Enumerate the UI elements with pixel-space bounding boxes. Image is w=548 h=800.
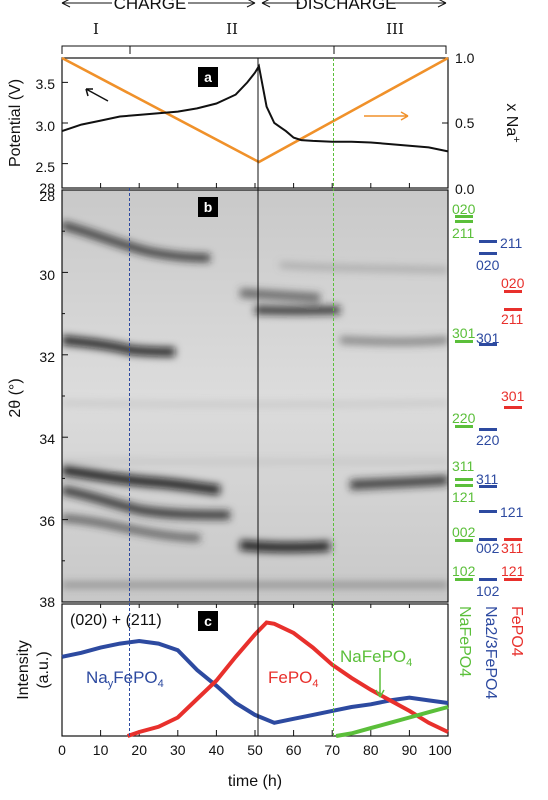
panel-c-xtick-90: 90 (402, 742, 418, 758)
panel-c-ylabel-unit: (a.u.) (35, 651, 52, 688)
panel-b: 28 30 32 34 36 38 2θ (°) b 020 211 301 2… (7, 188, 525, 610)
hkl-green-311: 311 (452, 458, 475, 474)
heatmap (62, 221, 448, 589)
panel-a-ytick-3-0: 3.0 (36, 118, 56, 134)
panel-a-ytick-2-5: 2.5 (36, 159, 56, 175)
hkl-blue-301: 301 (476, 330, 500, 346)
legend-nafepo4: NaFePO4 (456, 606, 473, 677)
hkl-green-102: 102 (452, 563, 476, 579)
panel-a-y2tick-0-0: 0.0 (455, 181, 475, 197)
label-fepo4: FePO4 (268, 668, 319, 690)
hkl-blue-020: 020 (476, 257, 500, 273)
region-label-1: I (93, 20, 99, 38)
panel-c-badge-text: c (204, 613, 212, 629)
potential-line (61, 63, 449, 153)
hkl-red-020: 020 (501, 275, 525, 291)
hkl-blue-121: 121 (500, 504, 524, 520)
hkl-green-020: 020 (452, 201, 476, 217)
svg-text:x Na+: x Na+ (503, 103, 522, 142)
panel-b-badge (198, 197, 218, 217)
arrow-down-icon (375, 668, 385, 698)
reflections-blue: 211 020 301 220 311 121 002 102 (476, 235, 524, 599)
hkl-blue-220: 220 (476, 432, 500, 448)
panel-c-xtick-100: 100 (428, 742, 452, 758)
hkl-blue-102: 102 (476, 583, 500, 599)
panel-c-xtick-10: 10 (93, 742, 109, 758)
panel-a-ylabel: Potential (V) (7, 79, 24, 167)
panel-b-ytick-32: 32 (39, 349, 55, 365)
legend-na23fepo4: Na2/3FePO4 (482, 606, 499, 699)
charge-label: CHARGE (114, 0, 187, 13)
panel-c-xtick-0: 0 (58, 742, 66, 758)
reflections-red: 020 211 301 311 121 (501, 275, 525, 581)
panel-a-ytick-3-5: 3.5 (36, 76, 56, 92)
panel-b-ytick-38: 38 (39, 594, 55, 610)
region-label-3: III (386, 20, 404, 38)
series-nayfepo4-line (61, 638, 449, 725)
hkl-green-002: 002 (452, 524, 476, 540)
label-nayfepo4: NayFePO4 (86, 668, 164, 690)
panel-b-ytick-34: 34 (39, 431, 55, 447)
panel-b-ticks (62, 189, 68, 603)
panel-c-xlabel: time (h) (228, 773, 282, 790)
arrow-left-icon (85, 88, 109, 102)
panel-b-ytick-28: 28 (39, 188, 55, 204)
panel-a-badge (198, 67, 218, 87)
region-label-2: II (226, 20, 238, 38)
hkl-red-301: 301 (501, 388, 525, 404)
panel-b-ytick-30: 30 (39, 267, 55, 283)
panel-a-ticks (61, 57, 449, 189)
panel-b-badge-text: b (204, 199, 213, 215)
series-fepo4-line (126, 620, 449, 738)
panel-a: 3.5 3.0 2.5 28 1.0 0.5 0.0 Potential (V)… (7, 50, 522, 197)
panel-b-ytick-36: 36 (39, 513, 55, 529)
panel-c-xtick-20: 20 (131, 742, 147, 758)
discharge-label: DISCHARGE (295, 0, 396, 13)
reflections-green: 020 211 301 220 311 121 002 102 (452, 201, 476, 581)
panel-c-badge (198, 611, 218, 631)
hkl-blue-002: 002 (476, 540, 500, 556)
panel-a-y2label: x Na+ (503, 103, 522, 142)
hkl-green-211: 211 (452, 225, 475, 241)
panel-c-xtick-60: 60 (286, 742, 302, 758)
hkl-blue-211: 211 (500, 235, 523, 251)
label-nafepo4: NaFePO4 (340, 647, 412, 669)
panel-c-xtick-70: 70 (324, 742, 340, 758)
arrow-right-icon (364, 111, 409, 121)
panel-c-ylabel: Intensity (15, 640, 32, 700)
x-na-line (61, 56, 449, 164)
hkl-green-301: 301 (452, 325, 476, 341)
legend-fepo4: FePO4 (508, 606, 525, 657)
hkl-red-211: 211 (501, 311, 524, 327)
hkl-blue-311: 311 (476, 471, 499, 487)
panel-c-xtick-50: 50 (247, 742, 263, 758)
hkl-green-220: 220 (452, 410, 476, 426)
panel-c-ticks (61, 604, 449, 736)
panel-c-xtick-80: 80 (363, 742, 379, 758)
header: CHARGE DISCHARGE I II III (61, 0, 447, 54)
hkl-green-121: 121 (452, 489, 476, 505)
panel-b-ylabel: 2θ (°) (7, 378, 24, 417)
panel-c-title: (020) + (211) (70, 612, 162, 629)
panel-a-ytick-28: 28 (39, 180, 55, 196)
panel-a-badge-text: a (204, 69, 212, 85)
panel-c-xtick-30: 30 (170, 742, 186, 758)
panel-a-y2tick-1-0: 1.0 (455, 50, 475, 66)
series-nafepo4-line (335, 705, 449, 738)
panel-c: (020) + (211) c Intensity (a.u.) 0 10 20… (15, 603, 525, 790)
panel-c-xtick-40: 40 (209, 742, 225, 758)
hkl-red-311: 311 (501, 540, 524, 556)
hkl-red-121: 121 (501, 563, 525, 579)
panel-a-y2tick-0-5: 0.5 (455, 115, 475, 131)
